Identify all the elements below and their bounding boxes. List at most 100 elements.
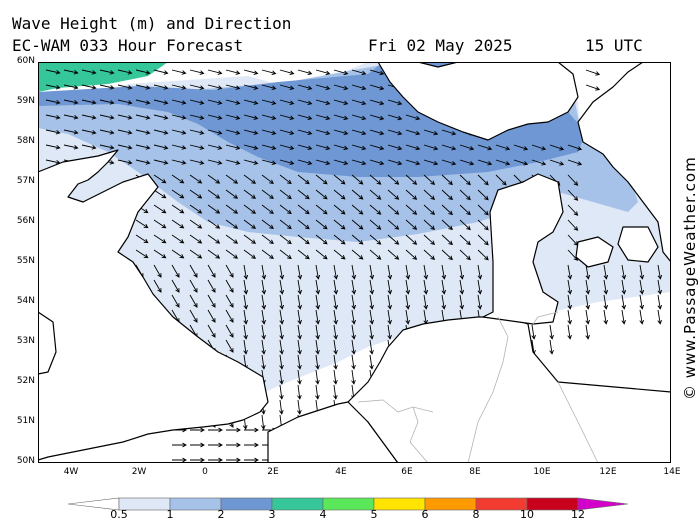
wave-arrow xyxy=(639,294,645,310)
legend-label: 1 xyxy=(166,508,174,521)
wave-arrow xyxy=(297,249,310,260)
wave-arrow xyxy=(117,99,133,105)
wave-arrow xyxy=(351,69,367,76)
wave-arrow xyxy=(243,234,257,244)
wave-arrow xyxy=(279,294,285,310)
wave-arrow xyxy=(153,204,167,214)
wave-arrow xyxy=(369,129,385,136)
wave-arrow xyxy=(405,159,421,166)
wave-arrow xyxy=(297,339,302,355)
wave-arrow xyxy=(261,279,267,295)
wave-arrow xyxy=(243,144,259,150)
wave-arrow xyxy=(207,174,221,184)
lon-label: 2W xyxy=(131,467,147,477)
wave-arrow xyxy=(297,174,310,185)
wave-arrow xyxy=(441,189,453,201)
wave-arrow xyxy=(81,84,97,90)
lat-label: 52N xyxy=(16,376,35,386)
wave-arrow xyxy=(459,294,465,310)
wave-arrow xyxy=(405,204,418,215)
wave-arrow xyxy=(190,427,205,433)
wave-arrow xyxy=(369,354,374,370)
wave-arrow xyxy=(189,279,198,293)
wave-arrow xyxy=(279,369,284,385)
lat-label: 59N xyxy=(16,96,35,106)
wave-arrow xyxy=(441,279,447,295)
lat-label: 56N xyxy=(16,216,35,226)
wave-arrow xyxy=(351,354,356,370)
wave-arrow xyxy=(261,339,266,355)
lon-label: 8E xyxy=(469,467,481,477)
wave-arrow xyxy=(243,174,257,184)
wave-arrow xyxy=(423,129,439,136)
wave-arrow xyxy=(225,84,241,90)
lon-label: 6E xyxy=(401,467,413,477)
wave-arrow xyxy=(441,204,453,216)
wave-arrow xyxy=(153,144,169,150)
wave-arrow xyxy=(171,174,185,184)
wave-arrow xyxy=(585,69,601,76)
wave-arrow xyxy=(63,129,79,135)
wave-arrow xyxy=(531,324,536,340)
wave-arrow xyxy=(351,324,356,340)
wave-arrow xyxy=(423,219,436,231)
wave-arrow xyxy=(315,69,331,76)
wave-arrow xyxy=(45,114,61,120)
wave-arrow xyxy=(99,84,115,90)
wave-arrow xyxy=(297,129,313,136)
wave-arrow xyxy=(226,457,241,463)
wave-arrow xyxy=(441,234,453,246)
wave-arrow xyxy=(387,159,403,166)
wave-arrow xyxy=(333,324,338,340)
wave-arrow xyxy=(639,264,645,280)
wave-arrow xyxy=(477,219,489,231)
wave-arrow xyxy=(297,369,302,385)
wave-arrow xyxy=(333,369,338,385)
wave-arrow xyxy=(315,129,331,136)
wave-arrow xyxy=(63,114,79,120)
wave-arrow xyxy=(477,279,483,295)
wave-arrow xyxy=(243,249,257,259)
color-legend xyxy=(68,497,629,511)
wave-arrow xyxy=(387,234,400,245)
wave-arrow xyxy=(172,442,187,448)
wave-arrow xyxy=(261,264,267,280)
wave-arrow xyxy=(387,114,403,121)
wave-arrow xyxy=(171,279,180,293)
wave-arrow xyxy=(171,249,185,259)
wave-arrow xyxy=(225,69,241,75)
wave-arrow xyxy=(279,309,284,325)
forecast-time: 15 UTC xyxy=(585,36,643,55)
wave-arrow xyxy=(513,159,529,166)
lon-label: 0 xyxy=(202,467,208,477)
wave-arrow xyxy=(387,129,403,136)
wave-arrow xyxy=(189,69,205,75)
wave-arrow xyxy=(207,129,223,135)
lon-label: 4W xyxy=(63,467,79,477)
wave-arrow xyxy=(225,114,241,120)
wave-arrow xyxy=(117,129,133,135)
wave-arrow xyxy=(351,144,367,151)
wave-arrow xyxy=(369,339,374,355)
wave-arrow xyxy=(153,264,162,278)
wave-arrow xyxy=(135,144,151,150)
wave-arrow xyxy=(261,204,274,215)
wave-arrow xyxy=(567,174,579,186)
wave-arrow xyxy=(117,69,133,75)
wave-arrow xyxy=(423,189,436,201)
lat-label: 53N xyxy=(16,336,35,346)
wave-arrow xyxy=(135,234,149,244)
watermark: © www.PassageWeather.com xyxy=(681,156,699,400)
wave-arrow xyxy=(153,114,169,120)
wave-arrow xyxy=(117,159,133,165)
wave-arrow xyxy=(225,249,239,259)
wave-arrow xyxy=(261,354,266,370)
wave-arrow xyxy=(279,279,285,295)
wave-arrow xyxy=(657,264,663,280)
wave-arrow xyxy=(226,442,241,448)
wave-arrow xyxy=(135,84,151,90)
wave-arrow xyxy=(261,114,277,120)
wave-arrow xyxy=(279,204,292,215)
wave-arrow xyxy=(315,384,320,400)
wave-arrow xyxy=(81,99,97,105)
